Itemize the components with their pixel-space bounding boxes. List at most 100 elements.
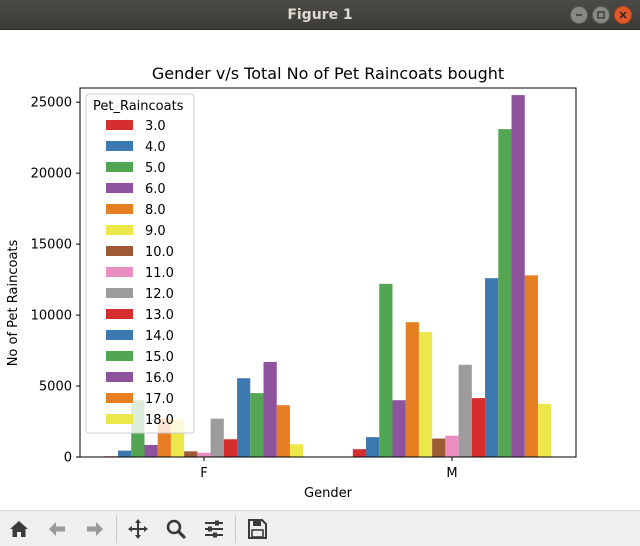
legend-swatch — [106, 372, 133, 382]
bar-14.0-M — [485, 278, 499, 457]
legend-swatch — [106, 120, 133, 130]
legend-label: 11.0 — [145, 266, 174, 281]
bar-18.0-F — [289, 444, 304, 457]
legend-swatch — [106, 162, 133, 172]
x-tick-label: F — [200, 466, 207, 481]
legend-label: 8.0 — [145, 203, 166, 218]
legend-swatch — [106, 267, 133, 277]
legend-title: Pet_Raincoats — [93, 99, 184, 114]
minimize-icon — [576, 14, 582, 16]
back-button[interactable] — [42, 514, 72, 544]
bar-10.0-F — [184, 451, 198, 457]
toolbar-separator — [235, 514, 236, 543]
y-tick-label: 5000 — [39, 380, 72, 395]
bar-9.0-M — [418, 332, 433, 457]
bar-10.0-M — [432, 438, 446, 457]
bar-15.0-F — [250, 393, 264, 457]
bar-13.0-F — [223, 439, 238, 457]
legend-swatch — [106, 414, 133, 424]
forward-button[interactable] — [80, 514, 110, 544]
y-tick-label: 0 — [64, 451, 72, 466]
legend-label: 5.0 — [145, 161, 166, 176]
figure-canvas: Gender v/s Total No of Pet Raincoats bou… — [0, 30, 640, 510]
legend-swatch — [106, 183, 133, 193]
bar-11.0-M — [445, 435, 459, 457]
legend-swatch — [106, 351, 133, 361]
close-icon — [619, 11, 627, 19]
pan-button[interactable] — [123, 514, 153, 544]
legend-swatch — [106, 204, 133, 214]
bar-4.0-M — [366, 437, 380, 457]
save-button[interactable] — [242, 514, 272, 544]
legend-label: 6.0 — [145, 182, 166, 197]
home-button[interactable] — [4, 514, 34, 544]
window-title: Figure 1 — [287, 6, 353, 23]
legend-swatch — [106, 141, 133, 151]
chart-title: Gender v/s Total No of Pet Raincoats bou… — [152, 64, 504, 83]
y-tick-label: 10000 — [31, 309, 72, 324]
bar-17.0-M — [524, 275, 538, 457]
window-controls — [570, 6, 632, 24]
close-button[interactable] — [614, 6, 632, 24]
axes-frame — [79, 87, 577, 458]
bar-5.0-M — [379, 283, 393, 457]
legend-label: 13.0 — [145, 308, 174, 323]
y-axis-label: No of Pet Raincoats — [6, 239, 21, 366]
maximize-icon — [597, 11, 605, 19]
legend-label: 12.0 — [145, 287, 174, 302]
bar-12.0-F — [210, 418, 224, 457]
bar-16.0-M — [511, 95, 525, 457]
pan-icon — [128, 518, 148, 539]
bar-16.0-F — [263, 361, 277, 457]
forward-icon — [87, 521, 103, 536]
bar-14.0-F — [237, 378, 251, 457]
bar-17.0-F — [276, 405, 290, 457]
bar-12.0-M — [458, 364, 472, 457]
legend-label: 15.0 — [145, 350, 174, 365]
x-tick-label: M — [446, 466, 457, 481]
bar-6.0-M — [392, 400, 406, 457]
home-icon — [10, 520, 28, 537]
bar-chart: Gender v/s Total No of Pet Raincoats bou… — [6, 64, 577, 501]
window-titlebar: Figure 1 — [0, 0, 640, 30]
bar-6.0-F — [144, 444, 158, 457]
configure-subplots-button[interactable] — [199, 514, 229, 544]
y-tick-label: 25000 — [31, 96, 72, 111]
legend-label: 4.0 — [145, 140, 166, 155]
bar-15.0-M — [498, 129, 512, 457]
legend-label: 18.0 — [145, 413, 174, 428]
legend: Pet_Raincoats 3.0 4.0 5.0 6.0 8.0 9.0 10.0 11.0 1… — [85, 93, 195, 434]
legend-label: 3.0 — [145, 119, 166, 134]
bar-13.0-M — [471, 398, 486, 457]
legend-swatch — [106, 225, 133, 235]
zoom-button[interactable] — [161, 514, 191, 544]
legend-swatch — [106, 330, 133, 340]
legend-label: 10.0 — [145, 245, 174, 260]
legend-label: 14.0 — [145, 329, 174, 344]
navigation-toolbar — [0, 510, 640, 546]
save-icon — [248, 518, 267, 539]
legend-swatch — [106, 309, 133, 319]
zoom-icon — [166, 519, 186, 539]
legend-label: 16.0 — [145, 371, 174, 386]
maximize-button[interactable] — [592, 6, 610, 24]
configure-subplots-icon — [205, 520, 223, 537]
legend-label: 9.0 — [145, 224, 166, 239]
toolbar-separator — [116, 514, 117, 543]
legend-swatch — [106, 246, 133, 256]
bar-4.0-F — [118, 450, 132, 457]
minimize-button[interactable] — [570, 6, 588, 24]
bars-group — [104, 95, 552, 457]
legend-label: 17.0 — [145, 392, 174, 407]
back-icon — [49, 521, 65, 536]
bar-8.0-M — [405, 322, 419, 457]
bar-11.0-F — [197, 452, 211, 457]
y-axis: 0 5000 10000 15000 20000 25000 — [31, 96, 80, 466]
legend-swatch — [106, 288, 133, 298]
legend-box — [85, 93, 195, 434]
legend-swatch — [106, 393, 133, 403]
y-tick-label: 15000 — [31, 238, 72, 253]
bar-3.0-M — [352, 449, 367, 457]
x-axis-label: Gender — [304, 486, 353, 501]
